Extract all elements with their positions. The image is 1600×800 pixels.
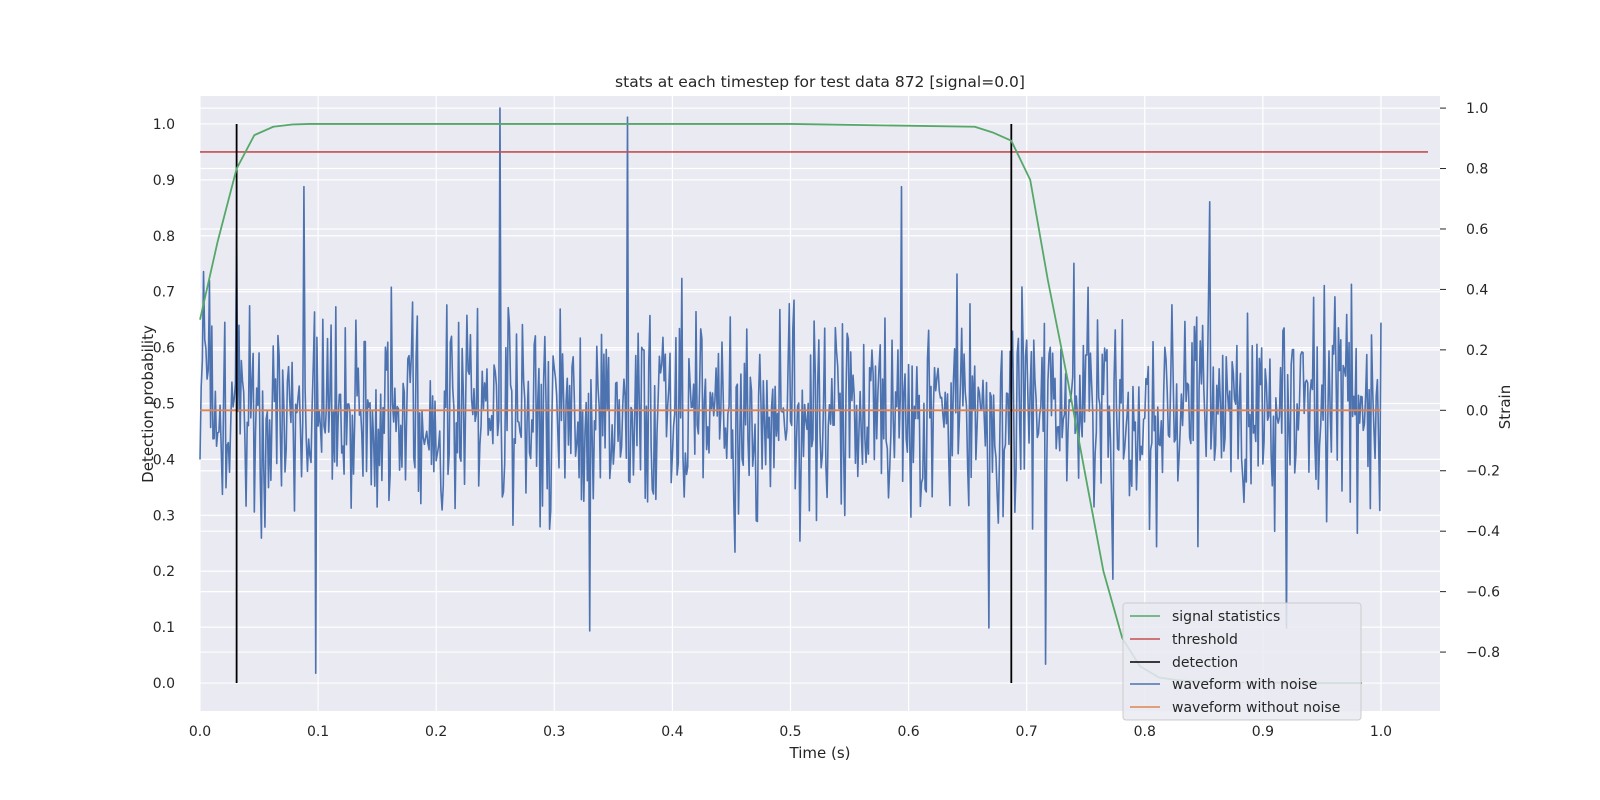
y-right-tick-label: −0.6	[1466, 585, 1500, 601]
y-right-tick-label: −0.4	[1466, 524, 1500, 540]
x-tick-label: 0.0	[189, 724, 211, 740]
x-tick-label: 0.6	[897, 724, 919, 740]
legend-label-waveform-with-noise: waveform with noise	[1172, 677, 1317, 693]
y-right-tick-label: 0.8	[1466, 162, 1488, 178]
x-tick-label: 0.5	[779, 724, 801, 740]
legend-box	[1122, 602, 1362, 721]
y-right-tick-label: 1.0	[1466, 101, 1488, 117]
y-left-tick-label: 1.0	[153, 117, 175, 133]
x-tick-label: 0.1	[307, 724, 329, 740]
y-left-tick-label: 0.5	[153, 397, 175, 413]
series-waveform-with-noise	[199, 107, 1382, 675]
legend-label-waveform-without-noise: waveform without noise	[1172, 700, 1340, 716]
y-axis-right-ticks: −0.8 −0.6 −0.4 −0.2 0.0 0.2 0.4 0.6 0.8 1.0	[1440, 101, 1500, 661]
chart-title: stats at each timestep for test data 872…	[615, 73, 1025, 91]
y-left-tick-label: 0.6	[153, 341, 175, 357]
y-left-tick-label: 0.3	[153, 508, 175, 524]
x-tick-label: 0.4	[661, 724, 683, 740]
legend-label-signal-statistics: signal statistics	[1172, 609, 1280, 625]
y-axis-left-label: Detection probability	[139, 325, 157, 483]
x-tick-label: 1.0	[1370, 724, 1392, 740]
y-right-tick-label: 0.2	[1466, 343, 1488, 359]
y-axis-right-label: Strain	[1496, 385, 1514, 429]
y-right-tick-label: −0.2	[1466, 464, 1500, 480]
y-axis-left-ticks: 0.0 0.1 0.2 0.3 0.4 0.5 0.6 0.7 0.8 0.9 1.0	[153, 117, 175, 692]
y-right-tick-label: 0.6	[1466, 222, 1488, 238]
y-left-tick-label: 0.2	[153, 564, 175, 580]
x-tick-label: 0.2	[425, 724, 447, 740]
y-left-tick-label: 0.9	[153, 173, 175, 189]
x-axis-label: Time (s)	[789, 744, 851, 762]
y-left-tick-label: 0.7	[153, 285, 175, 301]
y-left-tick-label: 0.1	[153, 620, 175, 636]
y-left-tick-label: 0.0	[153, 676, 175, 692]
x-axis-ticks: 0.0 0.1 0.2 0.3 0.4 0.5 0.6 0.7 0.8 0.9 1.0	[189, 724, 1392, 740]
x-tick-label: 0.8	[1134, 724, 1156, 740]
x-tick-label: 0.3	[543, 724, 565, 740]
y-right-tick-label: −0.8	[1466, 645, 1500, 661]
legend-label-threshold: threshold	[1172, 632, 1238, 648]
y-right-tick-label: 0.0	[1466, 403, 1488, 419]
y-right-tick-label: 0.4	[1466, 282, 1488, 298]
x-tick-label: 0.7	[1016, 724, 1038, 740]
y-left-tick-label: 0.8	[153, 229, 175, 245]
x-tick-label: 0.9	[1252, 724, 1274, 740]
y-left-tick-label: 0.4	[153, 452, 175, 468]
legend: signal statistics threshold detection wa…	[1122, 602, 1362, 721]
legend-label-detection: detection	[1172, 655, 1238, 671]
